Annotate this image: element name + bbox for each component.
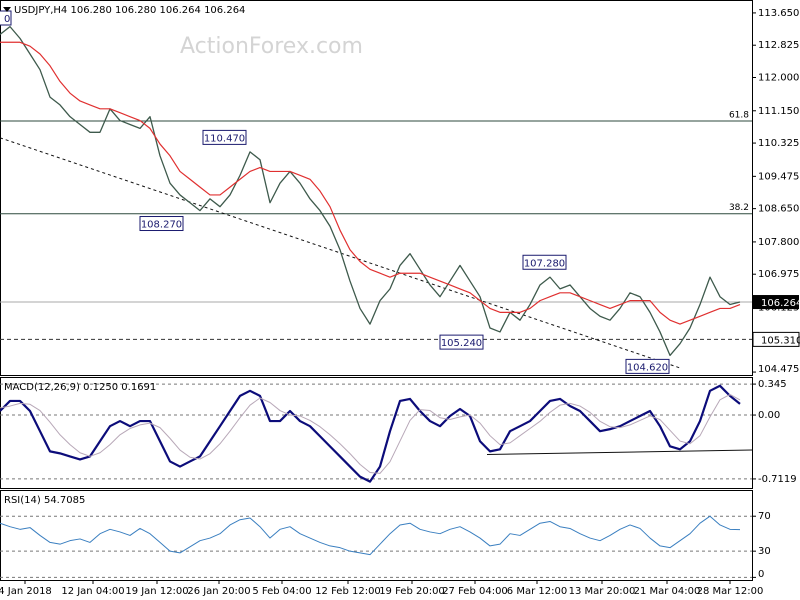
price-label-box — [139, 216, 184, 232]
panel-title: USDJPY,H4 106.280 106.280 106.264 106.26… — [14, 5, 245, 16]
y-tick-label: 113.650 — [758, 8, 799, 19]
x-tick-label: 4 Jan 2018 — [0, 586, 52, 597]
y-tick-label: 107.800 — [758, 237, 799, 248]
y-tick-label: -0.7119 — [758, 474, 797, 485]
x-tick-label: 21 Mar 04:00 — [634, 586, 701, 597]
y-tick-label: 111.150 — [758, 106, 799, 117]
x-tick-label: 19 Jan 12:00 — [125, 586, 188, 597]
price-label: 110.470 — [204, 133, 245, 144]
price-label: 107.280 — [524, 258, 565, 269]
fib-label: 38.2 — [729, 203, 749, 213]
price-label: 105.240 — [441, 338, 482, 349]
series-group — [0, 384, 741, 483]
price-label-box — [522, 254, 567, 270]
x-tick-label: 13 Mar 20:00 — [569, 586, 636, 597]
price-label-box — [439, 334, 484, 350]
y-tick-label: 104.475 — [758, 364, 799, 375]
series-line — [0, 393, 741, 474]
price-label: 108.270 — [141, 220, 182, 231]
y-tick-label: 110.325 — [758, 138, 799, 149]
price-label: 0 — [4, 14, 10, 25]
trendline — [0, 137, 681, 369]
series-line — [0, 25, 741, 357]
price-label-box — [625, 358, 670, 374]
panel-title: MACD(12,26,9) 0.1250 0.1691 — [4, 382, 156, 393]
y-tick-label: 112.000 — [758, 73, 799, 84]
trendline — [486, 449, 752, 456]
y-tick-label: 0.345 — [758, 379, 787, 390]
y-tick-label: 112.825 — [758, 40, 799, 51]
x-tick-label: 12 Jan 04:00 — [61, 586, 124, 597]
y-tick-label: 106.975 — [758, 269, 799, 280]
support-label: 105.310 — [761, 335, 800, 346]
current-price-box — [753, 295, 799, 310]
series-line — [0, 384, 741, 483]
panel-frame — [0, 0, 753, 376]
y-tick-label: 0.00 — [758, 410, 780, 421]
panel-frame — [0, 377, 753, 489]
y-tick-label: 0 — [758, 569, 764, 580]
support-box — [752, 331, 800, 347]
x-tick-label: 12 Feb 12:00 — [315, 586, 381, 597]
x-tick-label: 6 Mar 12:00 — [507, 586, 567, 597]
x-tick-label: 19 Feb 20:00 — [379, 586, 445, 597]
price-label-box — [202, 129, 247, 145]
x-tick-label: 5 Feb 04:00 — [252, 586, 311, 597]
fib-label: 61.8 — [729, 110, 749, 120]
y-tick-label: 108.650 — [758, 204, 799, 215]
x-tick-label: 27 Feb 04:00 — [442, 586, 508, 597]
price-label: 104.620 — [627, 362, 668, 373]
y-tick-label: 109.475 — [758, 171, 799, 182]
x-tick-label: 26 Jan 20:00 — [187, 586, 250, 597]
y-tick-label: 30 — [758, 546, 771, 557]
current-price-label: 106.264 — [761, 298, 800, 309]
panel-title: RSI(14) 54.7085 — [4, 495, 85, 506]
x-tick-label: 28 Mar 12:00 — [697, 586, 764, 597]
price-label-box — [0, 10, 12, 26]
series-group — [0, 25, 741, 357]
watermark: ActionForex.com — [180, 34, 363, 59]
panel-frame — [0, 490, 753, 581]
y-tick-label: 70 — [758, 511, 771, 522]
series-group — [0, 515, 741, 556]
menu-arrow — [3, 7, 11, 12]
series-line — [0, 41, 741, 325]
series-line — [0, 515, 741, 556]
